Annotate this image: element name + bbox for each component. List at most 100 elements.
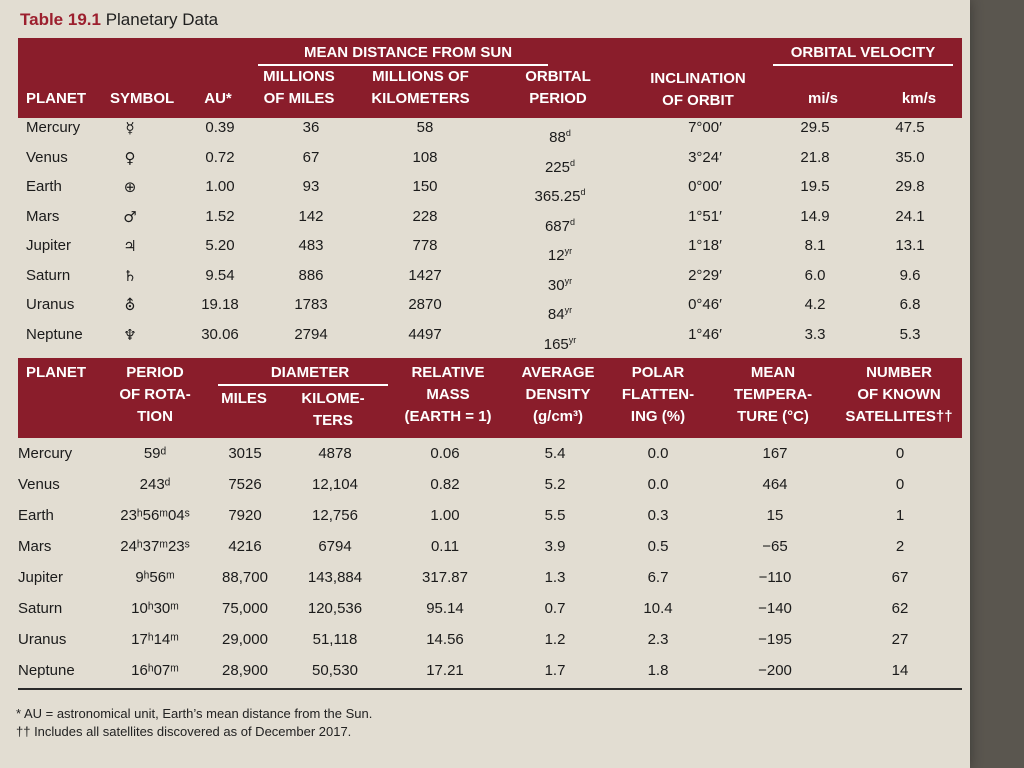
- cell-rotation-period-value: 243ᵈ: [139, 476, 171, 493]
- cell-km-per-s: 13.1: [880, 236, 940, 256]
- table-bottom-rule: [18, 688, 962, 690]
- cell-planet-value: Saturn: [26, 266, 71, 284]
- cell-km-per-s-value: 9.6: [899, 266, 921, 284]
- cell-miles: 93: [276, 177, 346, 197]
- cell-mi-per-s-value: 29.5: [800, 119, 830, 136]
- cell-diameter-km: 51,118: [295, 630, 375, 650]
- cell-satellites: 62: [870, 599, 930, 619]
- cell-density-value: 5.5: [544, 507, 566, 524]
- cell-inclination-value: 1°51′: [688, 207, 722, 225]
- cell-orbital-period: 12yr: [520, 241, 600, 266]
- cell-orbital-period-unit: d: [580, 187, 586, 197]
- cell-relative-mass-value: 14.56: [426, 631, 464, 648]
- cell-mi-per-s: 6.0: [785, 266, 845, 286]
- cell-inclination: 0°00′: [660, 177, 750, 197]
- cell-km-per-s: 9.6: [880, 266, 940, 286]
- cell-planet: Jupiter: [26, 236, 116, 256]
- cell-km: 58: [390, 118, 460, 138]
- cell-density: 1.3: [525, 568, 585, 588]
- cell-km-per-s: 35.0: [880, 148, 940, 168]
- cell-relative-mass-value: 317.87: [422, 569, 468, 586]
- cell-diameter-miles-value: 7920: [228, 507, 262, 524]
- cell-orbital-period: 165yr: [520, 330, 600, 355]
- cell-diameter-miles-value: 28,900: [222, 662, 268, 679]
- cell-km: 2870: [390, 295, 460, 315]
- cell-polar-flattening-value: 10.4: [643, 600, 673, 617]
- cell-mi-per-s-value: 14.9: [800, 207, 830, 225]
- cell-relative-mass-value: 0.82: [430, 476, 460, 493]
- cell-inclination-value: 3°24′: [688, 148, 722, 166]
- cell-diameter-km-value: 51,118: [312, 631, 358, 648]
- cell-polar-flattening-value: 0.0: [647, 445, 669, 462]
- header2-satellites: NUMBER OF KNOWN SATELLITES††: [845, 364, 953, 425]
- cell-planet: Earth: [18, 506, 108, 526]
- cell-orbital-period: 88d: [520, 123, 600, 148]
- cell-au-value: 1.52: [205, 207, 235, 225]
- cell-symbol-value: ♃: [123, 237, 137, 255]
- cell-diameter-km-value: 143,884: [307, 569, 363, 586]
- header-orbital-period: ORBITAL PERIOD: [525, 68, 591, 107]
- cell-polar-flattening: 1.8: [628, 661, 688, 681]
- cell-km: 4497: [390, 325, 460, 345]
- cell-km-value: 108: [412, 148, 438, 166]
- cell-symbol: ⛢: [110, 295, 150, 315]
- cell-miles: 36: [276, 118, 346, 138]
- cell-symbol: ⊕: [110, 177, 150, 197]
- cell-orbital-period-value: 12: [547, 247, 565, 264]
- cell-satellites: 0: [870, 444, 930, 464]
- cell-mean-temperature: −140: [740, 599, 810, 619]
- header2-temperature: MEAN TEMPERA- TURE (°C): [733, 364, 813, 425]
- cell-diameter-miles: 75,000: [210, 599, 280, 619]
- cell-density: 0.7: [525, 599, 585, 619]
- cell-inclination: 0°46′: [660, 295, 750, 315]
- cell-planet-value: Earth: [18, 507, 54, 524]
- cell-orbital-period-value: 365.25: [534, 188, 581, 205]
- cell-orbital-period-unit: yr: [564, 246, 573, 256]
- cell-km-per-s: 47.5: [880, 118, 940, 138]
- cell-au: 0.72: [198, 148, 242, 168]
- cell-density: 5.5: [525, 506, 585, 526]
- cell-miles-value: 67: [302, 148, 320, 166]
- header2-miles: MILES: [221, 390, 267, 407]
- cell-au-value: 5.20: [205, 237, 235, 254]
- header-millions-of-miles: MILLIONS OF MILES: [263, 68, 335, 107]
- cell-satellites-value: 14: [891, 662, 909, 679]
- group-header-distance-rule: [258, 64, 548, 66]
- cell-inclination-value: 0°46′: [688, 296, 722, 313]
- cell-km-per-s-value: 5.3: [899, 325, 921, 343]
- group-header-distance: MEAN DISTANCE FROM SUN: [303, 44, 513, 61]
- cell-mean-temperature-value: −195: [758, 631, 792, 648]
- cell-mi-per-s: 29.5: [785, 118, 845, 138]
- cell-satellites-value: 67: [891, 569, 909, 586]
- header-au: AU*: [204, 90, 232, 107]
- cell-mean-temperature-value: 464: [762, 476, 788, 493]
- cell-relative-mass: 1.00: [410, 506, 480, 526]
- table-title: Planetary Data: [105, 10, 219, 29]
- cell-km-value: 1427: [408, 266, 442, 284]
- cell-relative-mass-value: 17.21: [426, 662, 464, 679]
- cell-mi-per-s: 19.5: [785, 177, 845, 197]
- cell-diameter-km-value: 6794: [318, 538, 352, 555]
- cell-au-value: 0.39: [205, 119, 235, 136]
- cell-density-value: 0.7: [544, 600, 566, 617]
- cell-satellites-value: 1: [895, 507, 905, 524]
- cell-satellites-value: 62: [891, 600, 909, 617]
- cell-diameter-miles: 28,900: [210, 661, 280, 681]
- cell-miles: 1783: [276, 295, 346, 315]
- cell-km-per-s-value: 6.8: [899, 296, 921, 313]
- header-inclination: INCLINATION OF ORBIT: [650, 70, 746, 109]
- footnote-satellites: †† Includes all satellites discovered as…: [16, 724, 352, 739]
- cell-miles-value: 36: [302, 119, 320, 136]
- cell-polar-flattening: 0.0: [628, 475, 688, 495]
- cell-rotation-period: 17ʰ14ᵐ: [100, 630, 210, 650]
- cell-mi-per-s: 8.1: [785, 236, 845, 256]
- cell-density: 1.7: [525, 661, 585, 681]
- cell-au: 9.54: [198, 266, 242, 286]
- cell-au: 0.39: [198, 118, 242, 138]
- cell-mean-temperature-value: −140: [758, 600, 792, 617]
- cell-polar-flattening-value: 0.3: [647, 507, 669, 524]
- cell-km: 108: [390, 148, 460, 168]
- cell-au-value: 1.00: [205, 178, 235, 195]
- cell-symbol: ♀: [110, 148, 150, 168]
- cell-diameter-km-value: 4878: [318, 445, 352, 462]
